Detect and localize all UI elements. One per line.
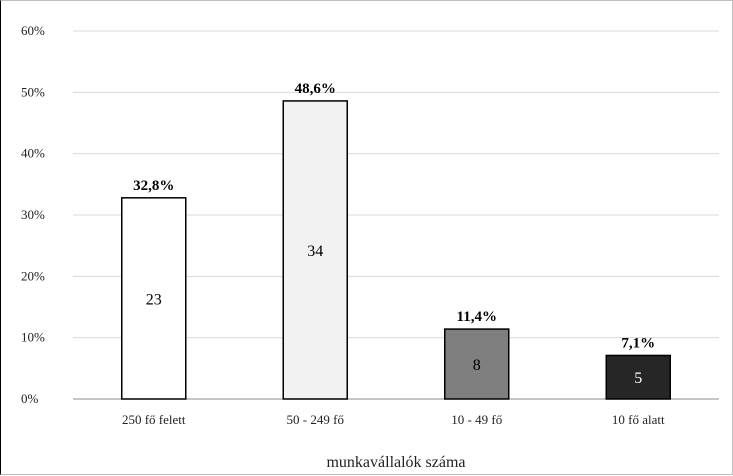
y-tick-label: 50%	[21, 84, 45, 99]
bar	[121, 197, 187, 400]
y-tick-label: 0%	[21, 391, 39, 406]
bar-count-label: 5	[634, 370, 642, 387]
x-category-label: 10 - 49 fő	[451, 412, 502, 427]
y-tick-label: 40%	[21, 146, 45, 161]
bar	[444, 328, 510, 400]
y-tick-label: 10%	[21, 330, 45, 345]
x-axis-label: munkavállalók száma	[326, 454, 465, 471]
bar-count-label: 23	[146, 291, 162, 308]
bar-value-label: 48,6%	[295, 81, 336, 97]
x-category-label: 250 fő felett	[122, 412, 186, 427]
bar-value-label: 32,8%	[133, 178, 174, 194]
bar-count-label: 8	[473, 357, 481, 374]
bar	[282, 100, 348, 400]
x-category-label: 10 fő alatt	[612, 412, 665, 427]
bar	[605, 354, 671, 400]
y-tick-label: 20%	[21, 268, 45, 283]
y-tick-label: 30%	[21, 207, 45, 222]
x-axis-categories: 250 fő felett 50 - 249 fő 10 - 49 fő 10 fő …	[122, 412, 665, 427]
y-axis-ticks: 0% 10% 20% 30% 40% 50% 60%	[21, 23, 45, 406]
bar-value-label: 7,1%	[621, 335, 655, 351]
bar-value-label: 11,4%	[457, 309, 497, 325]
y-tick-label: 60%	[21, 23, 45, 38]
x-category-label: 50 - 249 fő	[287, 412, 344, 427]
bar-count-label: 34	[307, 243, 323, 260]
bars: 32,8% 23 48,6% 34 11,4% 8 7,1% 5	[121, 81, 671, 400]
